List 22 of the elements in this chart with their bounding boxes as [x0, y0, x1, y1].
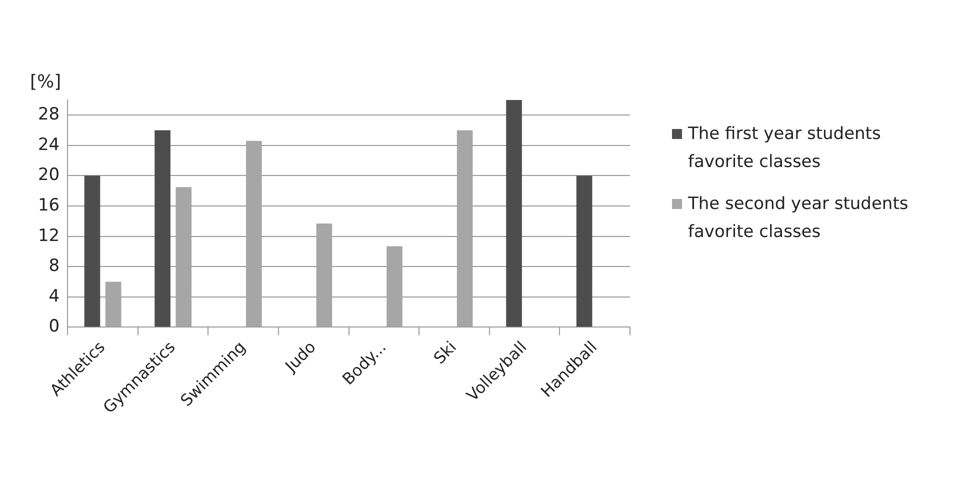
y-tick-label: 12 — [38, 226, 60, 246]
bar — [386, 246, 402, 327]
bar — [456, 130, 473, 327]
bar — [154, 130, 170, 327]
bar — [316, 223, 332, 327]
y-tick-label: 28 — [38, 104, 60, 125]
bar — [506, 100, 522, 327]
y-tick-label: 20 — [38, 165, 60, 186]
y-tick-label: 24 — [38, 134, 60, 155]
legend-label: The first year students favorite classes — [688, 123, 882, 174]
x-tick-label: Ski — [430, 337, 460, 368]
bar — [176, 187, 192, 327]
y-tick-label: 0 — [48, 316, 60, 337]
bar — [246, 140, 262, 327]
y-tick-label: 16 — [38, 195, 60, 216]
bar — [105, 282, 122, 327]
y-axis-title: [%] — [30, 72, 62, 93]
legend-label: The second year students favorite classes — [688, 193, 910, 244]
y-tick-label: 4 — [48, 286, 60, 306]
bar — [84, 176, 100, 327]
bar — [576, 176, 592, 327]
y-tick-label: 8 — [48, 256, 60, 276]
